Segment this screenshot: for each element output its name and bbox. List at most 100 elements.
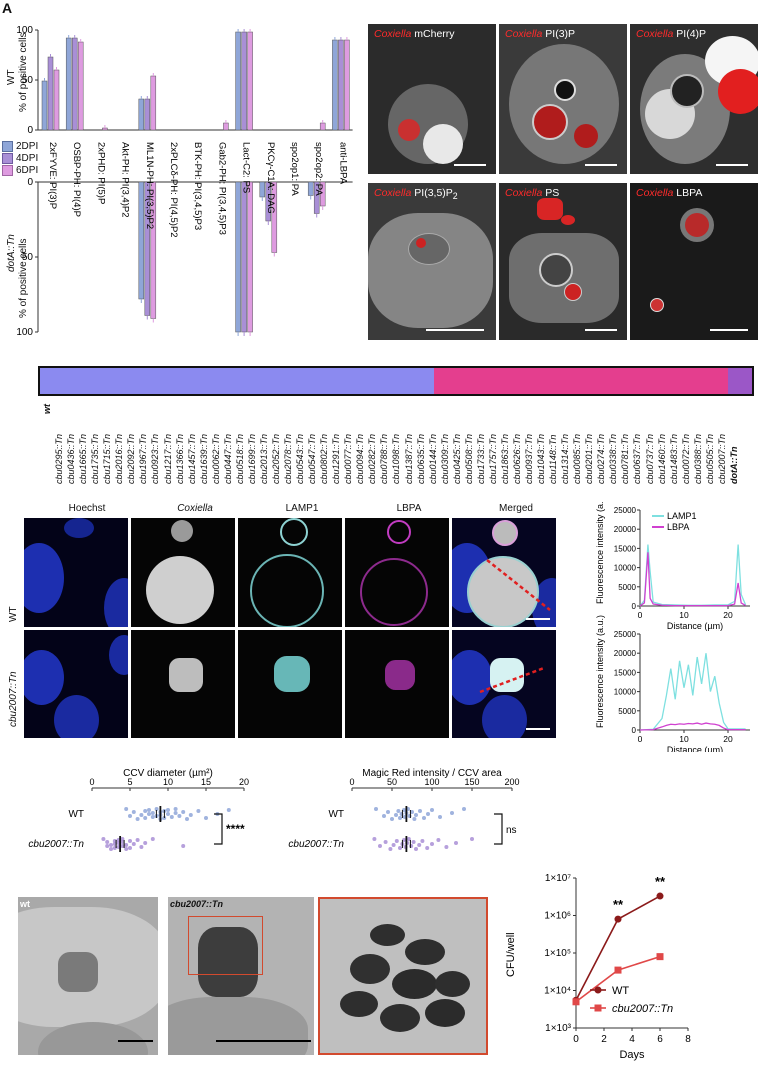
chart-title: Magic Red intensity / CCV area [362,768,502,779]
bar-wt-2DPI [138,98,145,131]
mutant-label: cbu0788::Tn [379,433,390,484]
panel-b: Coxiella mCherry Coxiella PI(3)P Coxiell… [368,24,758,340]
y-tick-label: 50 [22,75,34,86]
y-tick-label: 0 [27,177,33,188]
data-point [426,812,430,816]
data-point [394,813,398,817]
header-hoechst: Hoechst [68,503,106,514]
bar-dota-4DPI [241,181,247,333]
mutant-label: cbu0637::Tn [632,433,643,484]
data-point [143,816,148,820]
mutant-label: cbu1483::Tn [668,433,679,484]
data-point [402,838,406,842]
data-point [181,844,186,848]
significance-bracket [494,813,503,845]
header-lbpa: LBPA [396,503,422,514]
data-point [166,808,170,812]
category-label: anti-LBPA [337,142,348,185]
mutant-label: cbu2052::Tn [270,433,281,484]
mutant-label: cbu1366::Tn [174,433,185,484]
micro-tile-mcherry: Coxiella mCherry [368,24,496,174]
legend-swatch [2,152,13,164]
legend-label: 4DPI [16,152,39,164]
y-tick-label: 5000 [618,583,636,592]
data-point [181,810,186,814]
micro-tile-pi4p: Coxiella PI(4)P [630,24,758,174]
scale-bar [585,329,617,331]
legend-marker [594,1004,602,1012]
x-tick-label: 50 [387,777,397,787]
bar-wt-2DPI [65,37,72,131]
bar-wt-2DPI [235,31,241,131]
mutant-label: cbu0518::Tn [234,433,245,484]
data-point [143,841,148,845]
mutant-label: cbu2007::Tn [716,433,727,484]
line-profile-marker [486,559,551,611]
mutant-label: cbu2092::Tn [126,433,137,484]
data-point [124,807,129,811]
mutant-label: cbu0781::Tn [620,433,631,484]
line-profile-marker [479,666,545,694]
legend-swatch [2,140,13,152]
data-point [396,809,401,813]
y-tick-label: 10000 [614,688,637,697]
x-tick-label: 20 [723,734,733,744]
data-point [462,807,466,811]
x-tick-label: 6 [657,1034,663,1045]
data-point [470,837,474,841]
scale-bar [526,618,550,620]
bar-wt-4DPI [241,31,247,131]
y-tick-label: 0 [27,125,33,136]
mutant-label: cbu0802::Tn [319,433,330,484]
scale-bar [710,329,748,331]
data-point [120,840,125,844]
data-point [444,845,449,849]
channel-coxiella-wt [131,518,235,627]
data-point [109,847,113,851]
data-point [128,839,132,843]
category-label: Gab2-PH: PI(3,4,5)P3 [216,142,227,235]
line-series-LAMP1 [639,544,747,607]
data-point [131,842,136,846]
significance-bracket [214,813,223,845]
em-label-wt: wt [20,899,30,909]
mutant-label: cbu0144::Tn [427,433,438,484]
x-tick-label: 2 [601,1034,607,1045]
data-point [109,843,113,847]
data-point [614,915,622,923]
bar-wt-2DPI [332,39,338,131]
data-point [177,814,182,818]
mutant-label: cbu0447::Tn [222,433,233,484]
em-image-wt: wt [18,897,158,1055]
data-point [417,843,422,847]
channel-lbpa-wt [345,518,449,627]
mutant-label: cbu0062::Tn [210,433,221,484]
bar-dota-2DPI [307,181,314,196]
mutant-label: cbu0508::Tn [463,433,474,484]
y-axis-label: Fluorescence intensity (a.u.) [595,502,605,604]
x-axis-label: Distance (µm) [667,621,723,631]
data-point [135,838,140,842]
x-tick-label: 10 [163,777,173,787]
micro-tile-ps: Coxiella PS [499,183,627,340]
em-label-cbu2007: cbu2007::Tn [170,899,224,909]
category-label: ML1N-PH: PI(3,5)P2 [144,142,155,229]
y-tick-label: 0 [632,602,637,611]
data-point [391,843,396,847]
bar-wt-6DPI [319,122,326,131]
mutant-label: cbu1457::Tn [186,433,197,484]
data-point [374,807,378,811]
x-tick-label: 0 [89,777,94,787]
category-label: PKCγ-C1A: DAG [265,142,276,214]
channel-coxiella-cbu2007 [131,630,235,738]
data-point [204,816,208,820]
y-tick-label: 1×10⁴ [544,986,571,997]
mutant-label: cbu1639::Tn [198,433,209,484]
mutant-label: cbu1757::Tn [487,433,498,484]
mutant-label: cbu1291::Tn [331,433,342,484]
data-point [430,842,434,846]
bar-segment-high [434,368,728,394]
data-point [128,814,132,818]
mutant-label: cbu0543::Tn [295,433,306,484]
